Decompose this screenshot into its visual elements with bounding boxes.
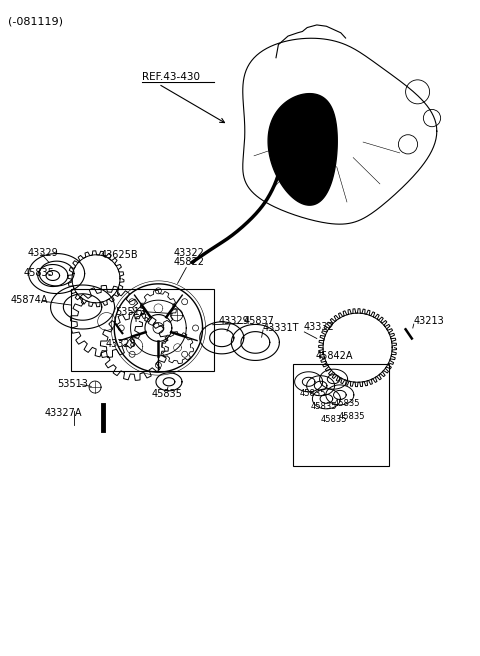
Text: 43332: 43332: [303, 321, 334, 332]
Text: 45837: 45837: [244, 316, 275, 327]
Text: 43322: 43322: [174, 248, 204, 258]
Text: (-081119): (-081119): [8, 16, 63, 26]
Text: 45835: 45835: [339, 412, 365, 421]
Text: 45874A: 45874A: [11, 295, 48, 306]
Text: 45835: 45835: [321, 415, 347, 424]
Text: 45835: 45835: [334, 399, 360, 408]
Text: 45835: 45835: [24, 268, 55, 278]
Text: 43625B: 43625B: [101, 249, 138, 260]
Text: REF.43-430: REF.43-430: [142, 72, 200, 83]
Text: 53513: 53513: [58, 379, 88, 389]
Bar: [293, 364, 389, 466]
Text: 43331T: 43331T: [263, 323, 300, 333]
Text: 43213: 43213: [414, 316, 444, 327]
Text: 43329: 43329: [28, 247, 59, 258]
Text: 45842A: 45842A: [316, 350, 353, 361]
Bar: [71, 289, 214, 371]
Text: 45835: 45835: [311, 402, 337, 411]
Text: 43327A: 43327A: [44, 408, 82, 419]
Text: 53513: 53513: [115, 306, 146, 317]
Polygon shape: [268, 94, 337, 205]
Text: 43329: 43329: [219, 316, 250, 327]
Text: 45822: 45822: [174, 257, 205, 268]
Text: 45835: 45835: [300, 389, 326, 398]
Text: 45835: 45835: [152, 388, 182, 399]
Text: 43328: 43328: [106, 338, 136, 349]
